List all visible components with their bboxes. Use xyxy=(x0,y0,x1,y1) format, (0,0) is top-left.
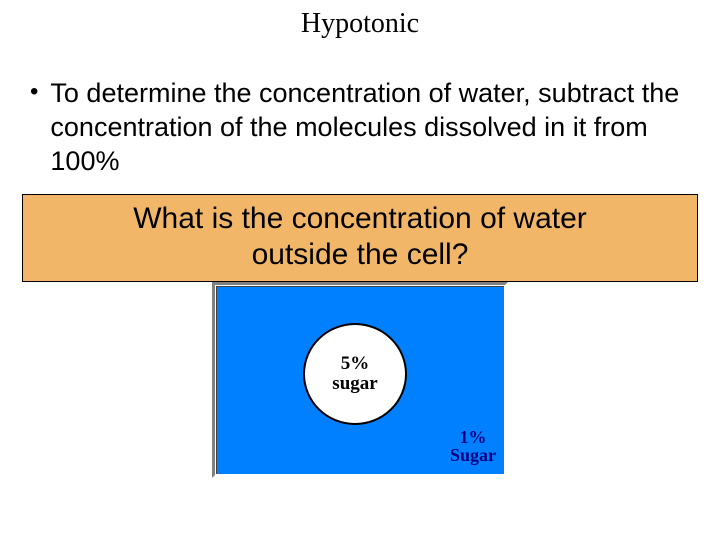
cell-substance-label: sugar xyxy=(332,374,377,394)
bullet-item: • To determine the concentration of wate… xyxy=(30,76,700,178)
diagram-container: 5% sugar 1% Sugar xyxy=(0,282,720,478)
solution-percent-label: 1% xyxy=(450,428,496,446)
solution-label: 1% Sugar xyxy=(450,428,496,464)
diagram-solution-area: 5% sugar 1% Sugar xyxy=(216,286,504,474)
solution-substance-label: Sugar xyxy=(450,446,496,464)
bullet-marker: • xyxy=(30,76,38,178)
bullet-text: To determine the concentration of water,… xyxy=(50,76,700,178)
diagram-frame: 5% sugar 1% Sugar xyxy=(212,282,508,478)
question-line-2: outside the cell? xyxy=(23,237,697,273)
question-callout: What is the concentration of water outsi… xyxy=(22,194,698,282)
cell-circle: 5% sugar xyxy=(303,323,407,425)
cell-percent-label: 5% xyxy=(341,354,370,374)
question-line-1: What is the concentration of water xyxy=(23,201,697,237)
page-title: Hypotonic xyxy=(0,0,720,40)
